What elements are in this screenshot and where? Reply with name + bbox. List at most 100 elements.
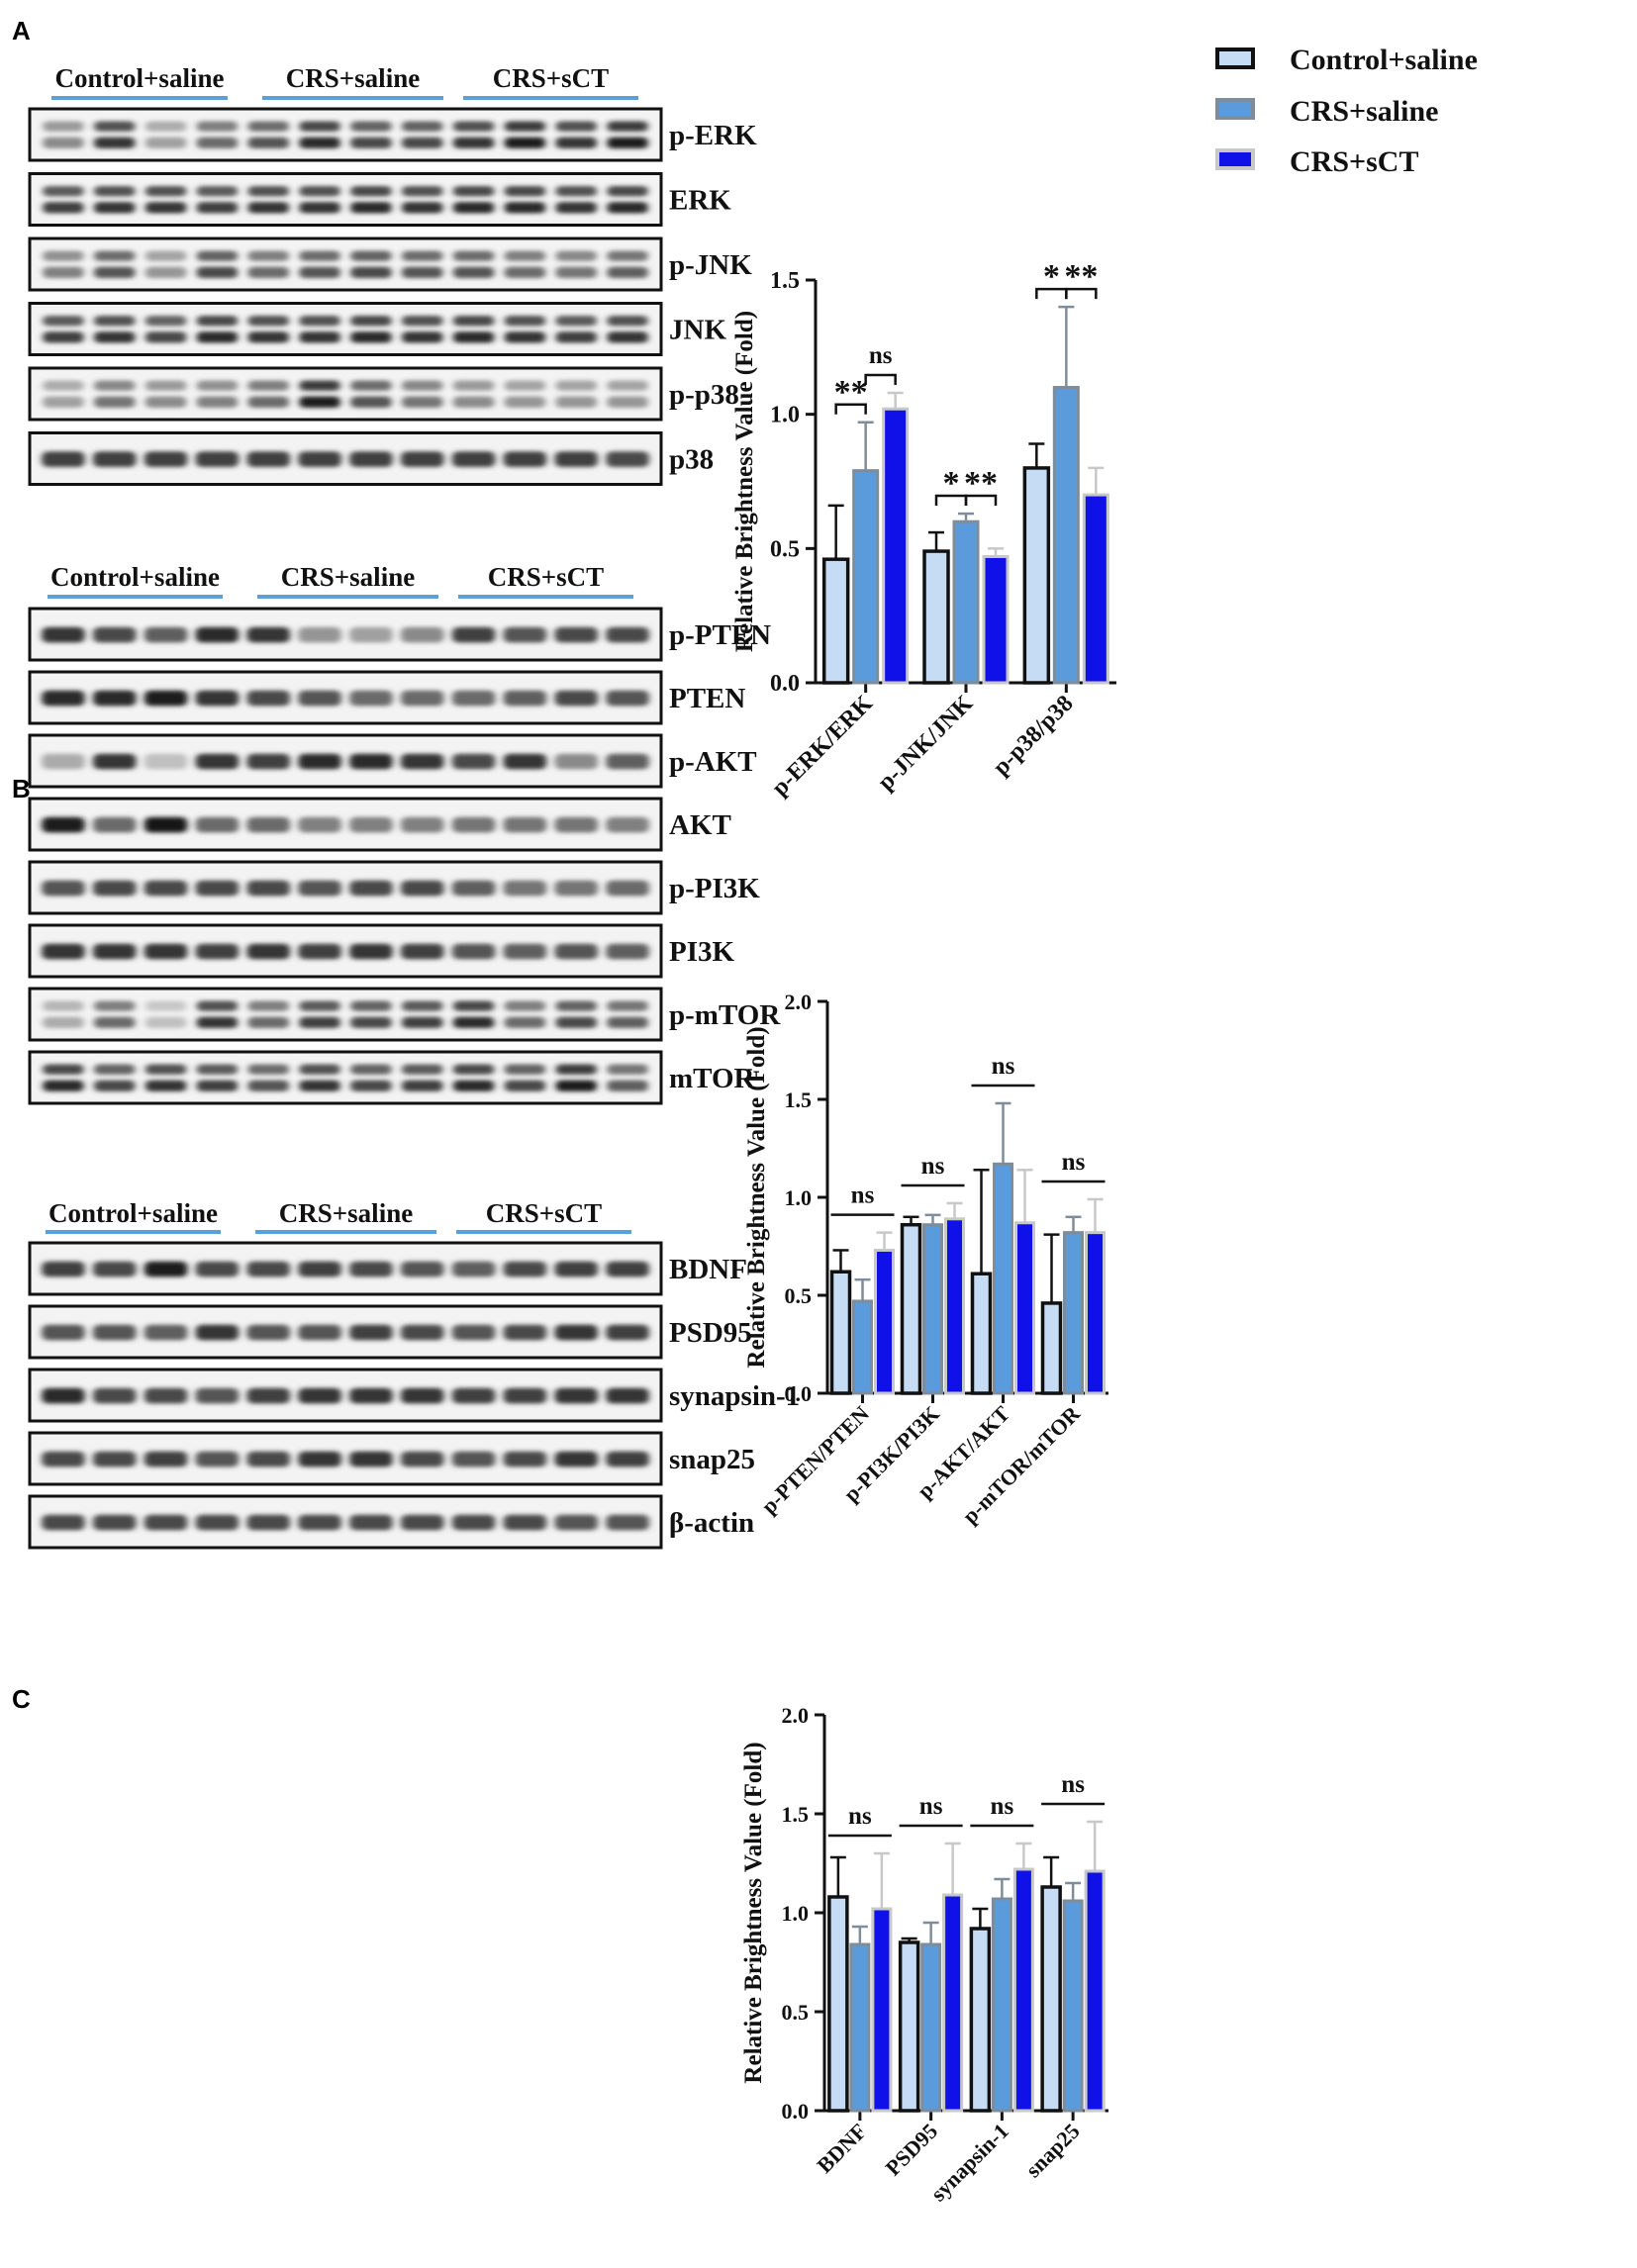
blot-band — [195, 1514, 240, 1531]
significance-bracket — [864, 373, 897, 385]
blot-band — [246, 1451, 291, 1467]
blot-band — [299, 1016, 340, 1029]
y-tick-label: 2.0 — [785, 990, 813, 1014]
blot-band — [606, 1324, 649, 1341]
blot-band — [606, 753, 649, 770]
blot-band — [503, 451, 547, 467]
blot-band — [451, 1514, 496, 1531]
bar-crs-saline-p-pi3k-pi3k — [922, 1223, 943, 1395]
y-tick-label: 0.5 — [785, 1283, 813, 1308]
blot-band — [94, 250, 136, 261]
blot-band — [350, 1000, 392, 1011]
blot-band — [451, 753, 496, 770]
blot-band — [299, 1080, 340, 1092]
blot-band — [196, 315, 239, 327]
blot-band — [196, 137, 239, 149]
blot-band — [606, 943, 649, 960]
blot-strip-erk: ERK — [28, 172, 731, 227]
blot-band — [402, 250, 443, 261]
blot-band — [402, 331, 443, 343]
significance-label: ns — [869, 342, 893, 369]
blot-band — [247, 185, 289, 197]
blot-band — [43, 315, 84, 327]
blot-band — [349, 1451, 393, 1467]
blot-band — [299, 250, 340, 261]
blot-band — [504, 121, 546, 132]
blot-band — [247, 1000, 289, 1011]
x-tick-label-p-p38-p38: p-p38/p38 — [989, 691, 1079, 781]
blot-band — [144, 185, 187, 197]
blot-label-pi3k: PI3K — [669, 936, 735, 968]
bar-crs-saline-p-pten-pten — [852, 1299, 873, 1395]
blot-label-actin: β-actin — [669, 1507, 754, 1539]
blot-band — [144, 753, 188, 770]
blot-band — [503, 1261, 547, 1277]
blot-band — [607, 331, 648, 343]
blot-band — [42, 943, 85, 960]
group-label-crs-saline: CRS+saline — [279, 1198, 413, 1228]
blot-band — [195, 1451, 240, 1467]
blot-band — [606, 690, 649, 707]
blot-band — [144, 266, 187, 279]
blot-band — [195, 451, 240, 467]
blot-band — [92, 626, 137, 643]
blot-band — [247, 1064, 289, 1075]
blot-label-jnk: JNK — [669, 315, 726, 346]
y-tick-label: 1.0 — [782, 1901, 810, 1926]
blot-band — [349, 626, 393, 643]
blot-band — [246, 1261, 291, 1277]
blot-band — [451, 1387, 496, 1404]
blot-band — [43, 1064, 84, 1075]
blot-label-p-pi3k: p-PI3K — [669, 873, 760, 904]
bar-crs-sct-p-erk-erk — [882, 407, 910, 685]
y-tick-label: 1.0 — [770, 403, 800, 428]
blot-band — [554, 753, 599, 770]
blot-frame — [28, 987, 663, 1042]
blot-label-pten: PTEN — [669, 683, 745, 714]
blot-band — [298, 1387, 341, 1404]
blot-label-p-p38: p-p38 — [669, 379, 739, 411]
blot-band — [555, 266, 597, 279]
blot-strip-psd95: PSD95 — [28, 1304, 752, 1360]
blot-band — [504, 202, 546, 214]
blot-band — [400, 753, 444, 770]
blot-band — [42, 1451, 85, 1467]
blot-band — [144, 380, 187, 391]
blot-band — [247, 380, 289, 391]
blot-band — [43, 202, 84, 214]
blot-band — [400, 1324, 444, 1341]
blot-band — [350, 185, 392, 197]
blot-band — [452, 250, 495, 261]
blot-band — [42, 1261, 85, 1277]
blot-label-p-jnk: p-JNK — [669, 249, 752, 281]
blot-band — [350, 137, 392, 149]
blot-band — [144, 626, 188, 643]
blot-band — [42, 880, 85, 897]
blot-band — [504, 1000, 546, 1011]
blot-strip-pi3k: PI3K — [28, 923, 735, 979]
x-tick-label-p-mtor-mtor: p-mTOR/mTOR — [957, 1400, 1085, 1528]
significance-label: ns — [848, 1803, 872, 1830]
blot-band — [247, 266, 289, 279]
blot-label-p-akt: p-AKT — [669, 746, 757, 778]
blot-band — [504, 250, 546, 261]
blot-label-p-pten: p-PTEN — [669, 619, 771, 651]
bar-crs-sct-p-mtor-mtor — [1085, 1231, 1106, 1395]
blot-band — [298, 1324, 341, 1341]
blot-band — [195, 1387, 240, 1404]
blot-band — [503, 1451, 547, 1467]
blot-band — [606, 1387, 649, 1404]
blot-band — [350, 331, 392, 343]
blot-band — [554, 451, 599, 467]
x-tick-label-snap25: snap25 — [1020, 2119, 1084, 2182]
blot-band — [452, 315, 495, 327]
blot-band — [299, 380, 340, 391]
blot-band — [144, 1016, 187, 1029]
blot-band — [196, 380, 239, 391]
bar-control-saline-p-pi3k-pi3k — [900, 1222, 922, 1395]
bar-control-saline-p-akt-akt — [970, 1272, 993, 1395]
blot-band — [92, 880, 137, 897]
blot-band — [144, 1000, 187, 1011]
blot-band — [298, 626, 341, 643]
y-axis-label: Relative Brightness Value (Fold) — [740, 1742, 767, 2083]
